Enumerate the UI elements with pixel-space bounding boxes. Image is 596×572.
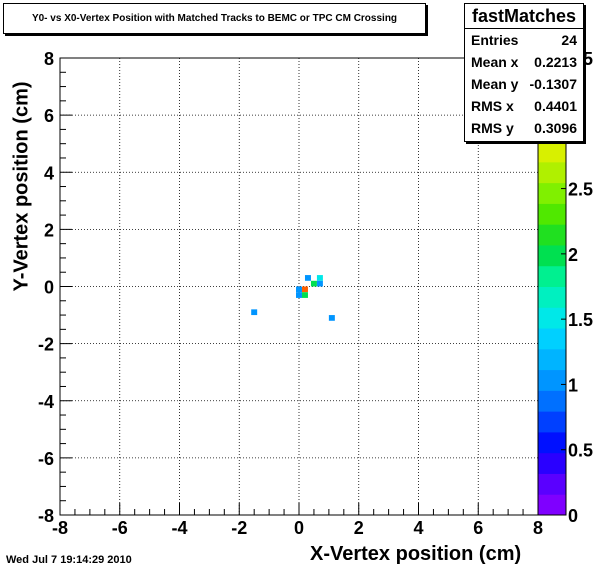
palette-cell [538, 161, 566, 184]
y-tick-label: -2 [38, 335, 54, 355]
y-tick-label: 4 [44, 163, 54, 183]
palette-cell [538, 328, 566, 350]
stats-label: Mean x [471, 54, 519, 70]
stats-name: fastMatches [465, 4, 583, 29]
heatmap-cell [301, 286, 308, 293]
heatmap-cell [304, 275, 311, 281]
palette-cell [538, 369, 566, 391]
palette-tick-label: 2 [568, 245, 578, 265]
y-tick-label: 6 [44, 106, 54, 126]
heatmap-cell [328, 315, 335, 321]
palette-cell [538, 286, 566, 308]
stats-row: Mean y -0.1307 [465, 73, 583, 95]
heatmap-cell [301, 292, 308, 298]
stats-label: Mean y [471, 76, 519, 92]
palette-tick-label: 0 [568, 506, 578, 526]
x-tick-label: -6 [112, 518, 128, 538]
palette-cell [538, 390, 566, 412]
x-tick-label: 4 [413, 518, 423, 538]
palette-tick-label: 1.5 [568, 310, 593, 330]
stats-row: RMS x 0.4401 [465, 95, 583, 117]
palette-cell [538, 244, 566, 267]
stats-box: fastMatches Entries 24 Mean x 0.2213 Mean … [464, 3, 584, 142]
stats-row: RMS y 0.3096 [465, 117, 583, 139]
y-tick-label: 0 [44, 278, 54, 298]
heatmap-cell [296, 286, 302, 293]
x-tick-label: -8 [52, 518, 68, 538]
heatmap-cell [251, 309, 258, 316]
palette-cell [538, 182, 566, 204]
y-tick-label: 2 [44, 220, 54, 240]
x-tick-label: 6 [473, 518, 483, 538]
stats-value: -0.1307 [529, 76, 577, 92]
x-axis-label: X-Vertex position (cm) [310, 543, 522, 565]
stats-row: Mean x 0.2213 [465, 51, 583, 73]
palette-cell [538, 203, 566, 225]
y-tick-label: 8 [44, 49, 54, 69]
x-tick-label: 8 [533, 518, 543, 538]
y-tick-label: -6 [38, 449, 54, 469]
palette-cell [538, 265, 566, 287]
heatmap-cell [296, 292, 302, 298]
palette-cell [538, 348, 566, 371]
x-tick-label: -4 [171, 518, 187, 538]
palette-cell [538, 494, 566, 516]
timestamp: Wed Jul 7 19:14:29 2010 [6, 554, 132, 566]
y-tick-label: -8 [38, 506, 54, 526]
heatmap-cell [316, 275, 323, 281]
y-axis-label: Y-Vertex position (cm) [10, 81, 33, 292]
stats-label: Entries [471, 32, 519, 48]
stats-value: 24 [561, 32, 577, 48]
stats-value: 0.4401 [534, 98, 577, 114]
palette-cell [538, 473, 566, 495]
palette-cell [538, 307, 566, 329]
palette-cell [538, 431, 566, 454]
stats-value: 0.2213 [534, 54, 577, 70]
heatmap-cell [316, 280, 323, 287]
palette-tick-label: 2.5 [568, 180, 593, 200]
palette-cell [538, 141, 566, 163]
stats-label: RMS y [471, 120, 514, 136]
palette-tick-label: 0.5 [568, 441, 593, 461]
palette-tick-label: 1 [568, 375, 578, 395]
stats-label: RMS x [471, 98, 514, 114]
plot-title: Y0- vs X0-Vertex Position with Matched T… [3, 3, 426, 34]
heatmap-cell [310, 280, 317, 287]
palette-cell [538, 452, 566, 474]
x-tick-label: 2 [354, 518, 364, 538]
palette-cell [538, 224, 566, 246]
stats-value: 0.3096 [534, 120, 577, 136]
stats-row: Entries 24 [465, 29, 583, 51]
palette-cell [538, 411, 566, 433]
x-tick-label: -2 [231, 518, 247, 538]
x-tick-label: 0 [294, 518, 304, 538]
y-tick-label: -4 [38, 392, 54, 412]
